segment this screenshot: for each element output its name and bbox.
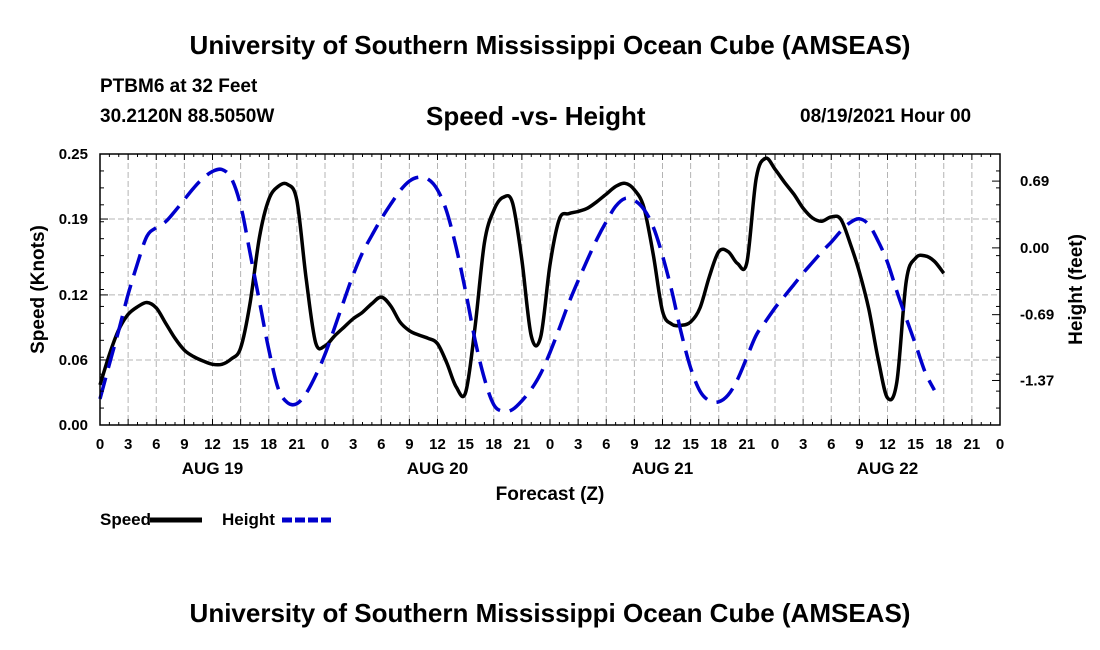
y-axis-label-left: Speed (Knots) <box>28 225 49 354</box>
date-label: AUG 22 <box>857 459 918 478</box>
x-tick-label: 21 <box>289 436 306 453</box>
x-tick-label: 3 <box>799 436 807 453</box>
y-tick-label-left: 0.25 <box>59 146 88 163</box>
x-tick-label: 15 <box>907 436 924 453</box>
y-tick-label-right: 0.69 <box>1020 173 1049 190</box>
series-line-speed <box>98 156 946 402</box>
page-title-bottom: University of Southern Mississippi Ocean… <box>189 598 911 628</box>
x-tick-label: 3 <box>574 436 582 453</box>
y-tick-label-right: 0.00 <box>1020 240 1049 257</box>
y-tick-label-right: -0.69 <box>1020 307 1054 324</box>
legend-label-height: Height <box>222 510 275 529</box>
x-tick-label: 12 <box>429 436 446 453</box>
x-tick-label: 15 <box>232 436 249 453</box>
x-tick-label: 9 <box>855 436 863 453</box>
x-tick-label: 21 <box>739 436 756 453</box>
x-tick-label: 18 <box>710 436 727 453</box>
x-tick-label: 0 <box>546 436 554 453</box>
x-tick-label: 9 <box>630 436 638 453</box>
x-tick-label: 21 <box>964 436 981 453</box>
date-label: AUG 20 <box>407 459 468 478</box>
x-tick-label: 12 <box>654 436 671 453</box>
x-tick-label: 3 <box>124 436 132 453</box>
x-tick-label: 18 <box>260 436 277 453</box>
chart-title: Speed -vs- Height <box>426 101 646 131</box>
series-layer <box>98 156 946 414</box>
x-tick-label: 15 <box>457 436 474 453</box>
x-tick-label: 18 <box>485 436 502 453</box>
x-tick-label: 0 <box>996 436 1004 453</box>
x-tick-label: 18 <box>935 436 952 453</box>
x-tick-label: 0 <box>96 436 104 453</box>
x-tick-label: 21 <box>514 436 531 453</box>
x-tick-label: 12 <box>204 436 221 453</box>
x-tick-label: 0 <box>321 436 329 453</box>
x-tick-label: 9 <box>180 436 188 453</box>
forecast-datetime: 08/19/2021 Hour 00 <box>800 106 972 127</box>
y-axis-label-right: Height (feet) <box>1066 234 1087 345</box>
x-tick-label: 6 <box>602 436 610 453</box>
legend: Speed Height <box>100 510 334 529</box>
x-tick-label: 0 <box>771 436 779 453</box>
page-title-top: University of Southern Mississippi Ocean… <box>189 30 911 60</box>
x-tick-label: 6 <box>152 436 160 453</box>
date-label: AUG 19 <box>182 459 243 478</box>
y-tick-label-left: 0.19 <box>59 211 88 228</box>
x-tick-label: 3 <box>349 436 357 453</box>
x-tick-label: 12 <box>879 436 896 453</box>
station-coordinates: 30.2120N 88.5050W <box>100 106 275 127</box>
station-label: PTBM6 at 32 Feet <box>100 76 258 97</box>
x-tick-label: 15 <box>682 436 699 453</box>
x-tick-label: 6 <box>377 436 385 453</box>
legend-label-speed: Speed <box>100 510 151 529</box>
date-label: AUG 21 <box>632 459 693 478</box>
y-tick-label-right: -1.37 <box>1020 372 1054 389</box>
x-axis-label: Forecast (Z) <box>496 484 605 505</box>
y-tick-label-left: 0.00 <box>59 417 88 434</box>
axes: 0 3 6 9 12 15 18 21 0 3 6 9 12 15 18 21 0 3 6 9 12 15 18 21 0 3 6 9… <box>59 146 1054 478</box>
y-tick-label-left: 0.06 <box>59 352 88 369</box>
x-tick-label: 9 <box>405 436 413 453</box>
y-tick-label-left: 0.12 <box>59 287 88 304</box>
series-line-height <box>98 167 936 414</box>
grid-lines <box>100 154 1000 425</box>
x-tick-label: 6 <box>827 436 835 453</box>
